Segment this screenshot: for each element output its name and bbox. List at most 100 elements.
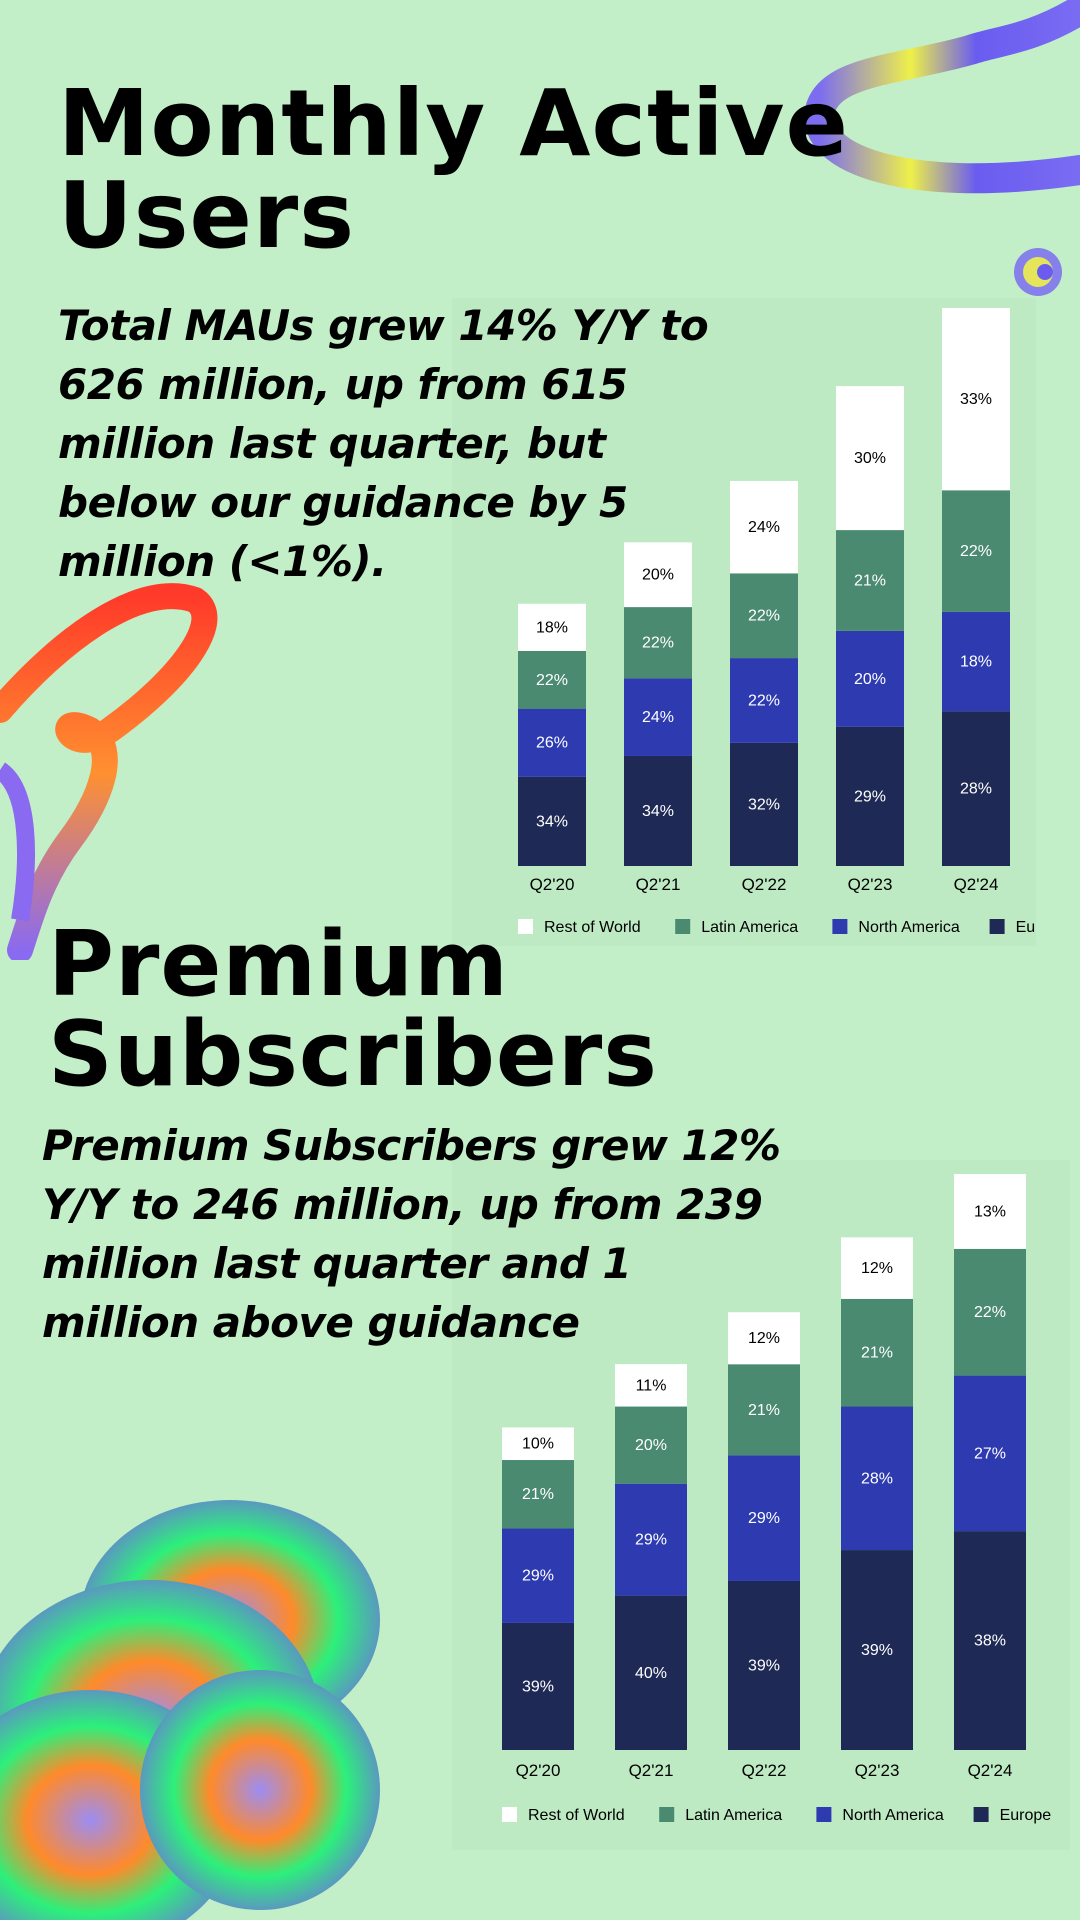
- x-tick-label: Q2'23: [855, 1761, 900, 1780]
- data-label: 10%: [522, 1436, 554, 1453]
- mau-title: Monthly Active Users: [58, 70, 849, 269]
- legend-label: Rest of World: [528, 1807, 625, 1824]
- premium-summary-line: million last quarter and 1: [42, 1239, 632, 1288]
- x-tick-label: Q2'20: [516, 1761, 561, 1780]
- mau-summary-line: million (<1%).: [58, 537, 387, 586]
- data-label: 12%: [748, 1330, 780, 1347]
- bar-segment-rest-of-world: [841, 1237, 913, 1299]
- x-tick-label: Q2'21: [629, 1761, 674, 1780]
- bar-segment-latin-america: [836, 530, 904, 631]
- data-label: 24%: [642, 709, 674, 726]
- bar-segment-latin-america: [841, 1298, 913, 1407]
- data-label: 32%: [748, 796, 780, 813]
- data-label: 22%: [974, 1304, 1006, 1321]
- premium-summary-line: million above guidance: [42, 1298, 580, 1347]
- bar-segment-north-america: [836, 630, 904, 727]
- bar-segment-latin-america: [615, 1406, 687, 1484]
- legend-label: Europe: [1000, 1807, 1052, 1824]
- data-label: 30%: [854, 450, 886, 467]
- x-tick-label: Q2'24: [968, 1761, 1013, 1780]
- premium-title-line: Premium: [48, 912, 509, 1017]
- bar-segment-north-america: [841, 1406, 913, 1551]
- bar-segment-europe: [954, 1531, 1026, 1750]
- legend-swatch: [816, 1807, 832, 1822]
- bar-segment-europe: [836, 726, 904, 866]
- x-tick-label: Q2'22: [742, 875, 787, 894]
- data-label: 28%: [861, 1470, 893, 1487]
- bar-segment-latin-america: [502, 1460, 574, 1529]
- legend-label: North America: [842, 1807, 943, 1824]
- mau-summary: Total MAUs grew 14% Y/Y to 626 million, …: [58, 296, 818, 591]
- legend-label: Europe: [1016, 919, 1036, 936]
- premium-stacked-bar-chart: 39% 29% 21% 10% Q2'20 40% 29% 20% 11% Q2'21 39% 29%…: [502, 1174, 1052, 1824]
- mau-summary-line: 626 million, up from 615: [58, 360, 628, 409]
- data-label: 18%: [960, 654, 992, 671]
- data-label: 20%: [635, 1437, 667, 1454]
- bar-segment-rest-of-world: [836, 386, 904, 531]
- x-tick-label: Q2'20: [530, 875, 575, 894]
- bar-segment-rest-of-world: [954, 1174, 1026, 1249]
- data-label: 38%: [974, 1633, 1006, 1650]
- bar-segment-rest-of-world: [502, 1427, 574, 1461]
- data-label: 22%: [536, 672, 568, 689]
- legend-swatch: [675, 919, 691, 934]
- data-label: 28%: [960, 781, 992, 798]
- data-label: 29%: [748, 1510, 780, 1527]
- premium-summary-line: Premium Subscribers grew 12%: [42, 1121, 781, 1170]
- data-label: 22%: [642, 635, 674, 652]
- bar-segment-europe: [624, 755, 692, 866]
- data-label: 29%: [854, 788, 886, 805]
- x-tick-label: Q2'23: [848, 875, 893, 894]
- legend-swatch: [989, 919, 1005, 934]
- bar-segment-north-america: [502, 1528, 574, 1623]
- data-label: 40%: [635, 1665, 667, 1682]
- legend-label: Latin America: [701, 919, 798, 936]
- bar-segment-rest-of-world: [942, 308, 1010, 491]
- bar-segment-rest-of-world: [518, 603, 586, 651]
- bar-segment-latin-america: [728, 1364, 800, 1456]
- legend-swatch: [973, 1807, 989, 1822]
- legend-swatch: [659, 1807, 675, 1822]
- data-label: 21%: [522, 1486, 554, 1503]
- mau-summary-line: below our guidance by 5: [58, 478, 628, 527]
- bar-segment-rest-of-world: [615, 1364, 687, 1407]
- premium-summary: Premium Subscribers grew 12% Y/Y to 246 …: [42, 1116, 902, 1352]
- mau-title-line: Users: [58, 162, 355, 269]
- x-tick-label: Q2'21: [636, 875, 681, 894]
- bar-segment-latin-america: [518, 650, 586, 709]
- mau-summary-line: million last quarter, but: [58, 419, 606, 468]
- data-label: 18%: [536, 619, 568, 636]
- data-label: 20%: [854, 671, 886, 688]
- mau-summary-line: Total MAUs grew 14% Y/Y to: [58, 301, 709, 350]
- data-label: 21%: [854, 572, 886, 589]
- data-label: 20%: [642, 567, 674, 584]
- bar-segment-north-america: [615, 1483, 687, 1596]
- data-label: 12%: [861, 1260, 893, 1277]
- data-label: 21%: [748, 1402, 780, 1419]
- data-label: 33%: [960, 391, 992, 408]
- data-label: 39%: [748, 1657, 780, 1674]
- bar-segment-latin-america: [942, 490, 1010, 612]
- bar-segment-north-america: [730, 658, 798, 743]
- bar-segment-north-america: [624, 678, 692, 756]
- data-label: 39%: [522, 1678, 554, 1695]
- data-label: 11%: [636, 1377, 667, 1394]
- legend-label: Latin America: [685, 1807, 782, 1824]
- bar-segment-europe: [841, 1550, 913, 1750]
- bar-segment-north-america: [728, 1455, 800, 1581]
- premium-title-line: Subscribers: [48, 1002, 658, 1107]
- data-label: 21%: [861, 1345, 893, 1362]
- data-label: 22%: [748, 692, 780, 709]
- bar-segment-europe: [518, 776, 586, 866]
- data-label: 39%: [861, 1642, 893, 1659]
- legend-swatch: [518, 919, 533, 934]
- bar-segment-latin-america: [954, 1248, 1026, 1376]
- bar-segment-latin-america: [624, 607, 692, 679]
- mau-title-line: Monthly Active: [58, 70, 849, 177]
- data-label: 27%: [974, 1445, 1006, 1462]
- bar-segment-rest-of-world: [728, 1312, 800, 1365]
- legend-label: North America: [858, 919, 959, 936]
- bar-segment-north-america: [518, 708, 586, 777]
- bar-segment-europe: [730, 742, 798, 866]
- premium-title: Premium Subscribers: [48, 920, 768, 1100]
